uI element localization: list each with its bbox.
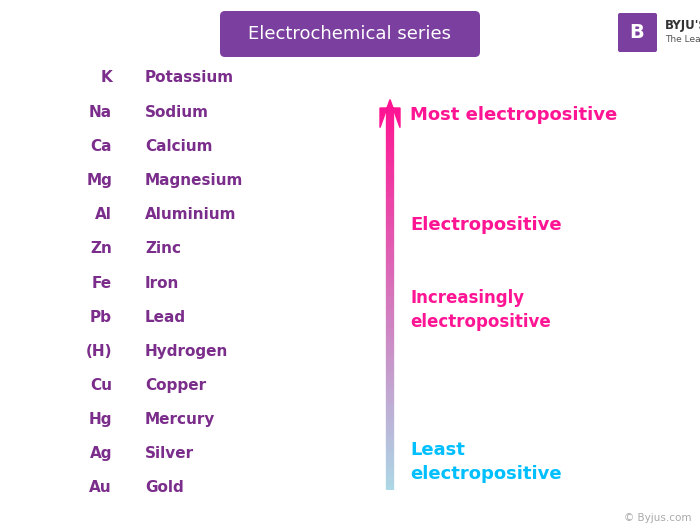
Text: Pb: Pb bbox=[90, 310, 112, 324]
Text: B: B bbox=[629, 22, 645, 41]
Text: Electropositive: Electropositive bbox=[410, 216, 561, 234]
Text: Mercury: Mercury bbox=[145, 412, 216, 427]
Text: Mg: Mg bbox=[86, 173, 112, 188]
Text: Copper: Copper bbox=[145, 378, 206, 393]
Text: Au: Au bbox=[90, 481, 112, 495]
Text: Fe: Fe bbox=[92, 276, 112, 290]
Text: Electrochemical series: Electrochemical series bbox=[248, 25, 452, 43]
Text: The Learning App: The Learning App bbox=[665, 35, 700, 44]
Text: Iron: Iron bbox=[145, 276, 179, 290]
Text: Na: Na bbox=[89, 105, 112, 119]
Text: Magnesium: Magnesium bbox=[145, 173, 244, 188]
Text: Ag: Ag bbox=[90, 447, 112, 461]
Text: © Byjus.com: © Byjus.com bbox=[624, 513, 692, 523]
Text: Lead: Lead bbox=[145, 310, 186, 324]
Text: K: K bbox=[100, 71, 112, 85]
Text: Al: Al bbox=[95, 207, 112, 222]
Text: Least
electropositive: Least electropositive bbox=[410, 441, 561, 483]
Text: Zinc: Zinc bbox=[145, 241, 181, 256]
Text: Calcium: Calcium bbox=[145, 139, 213, 154]
FancyBboxPatch shape bbox=[618, 13, 657, 52]
Text: Silver: Silver bbox=[145, 447, 194, 461]
Text: BYJU'S: BYJU'S bbox=[665, 19, 700, 31]
Text: Potassium: Potassium bbox=[145, 71, 234, 85]
Text: Zn: Zn bbox=[90, 241, 112, 256]
Text: Aluminium: Aluminium bbox=[145, 207, 237, 222]
FancyArrow shape bbox=[380, 100, 400, 127]
Text: (H): (H) bbox=[85, 344, 112, 359]
Text: Sodium: Sodium bbox=[145, 105, 209, 119]
Text: Ca: Ca bbox=[90, 139, 112, 154]
Text: Hg: Hg bbox=[88, 412, 112, 427]
Text: Most electropositive: Most electropositive bbox=[410, 106, 617, 124]
Text: Increasingly
electropositive: Increasingly electropositive bbox=[410, 289, 551, 331]
Text: Cu: Cu bbox=[90, 378, 112, 393]
Text: Gold: Gold bbox=[145, 481, 183, 495]
FancyBboxPatch shape bbox=[220, 11, 480, 57]
Text: Hydrogen: Hydrogen bbox=[145, 344, 228, 359]
